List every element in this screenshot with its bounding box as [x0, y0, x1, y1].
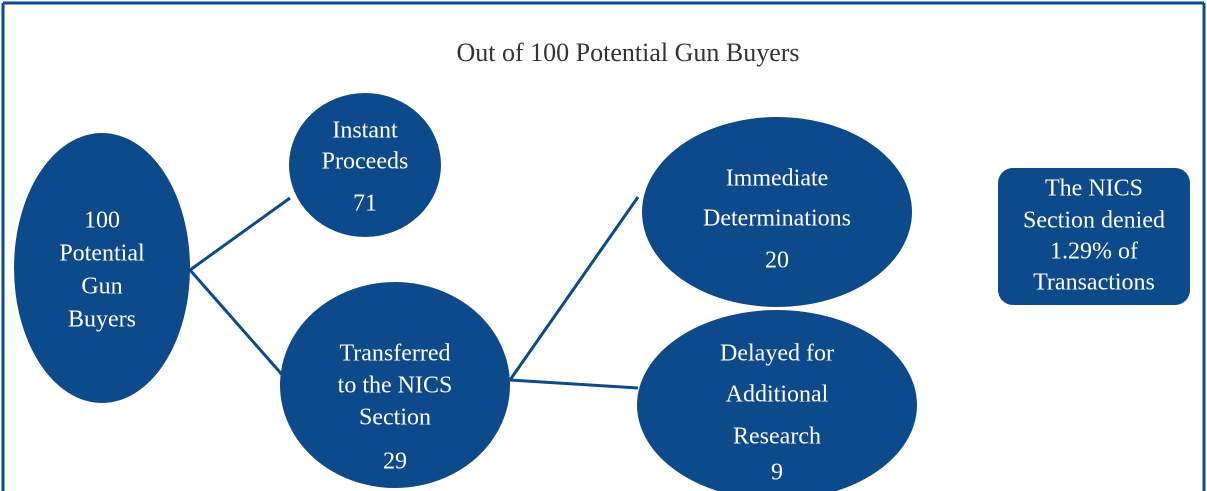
- node-text: Immediate: [726, 166, 829, 192]
- node-text: to the NICS: [338, 373, 453, 399]
- node: [14, 133, 190, 403]
- node-value: 71: [353, 191, 377, 217]
- node: [289, 93, 441, 237]
- connector: [509, 378, 639, 390]
- title: Out of 100 Potential Gun Buyers: [456, 38, 799, 67]
- node: [637, 310, 917, 491]
- note-text: 1.29% of: [1050, 239, 1138, 265]
- node-text: 100: [84, 208, 120, 234]
- note-text: The NICS: [1045, 176, 1143, 202]
- node-text: Transferred: [339, 341, 450, 367]
- note-box: [998, 168, 1190, 305]
- node-text: Proceeds: [322, 149, 409, 175]
- note-text: Section denied: [1023, 208, 1165, 234]
- node-text: Section: [359, 405, 431, 431]
- node-text: Instant: [332, 118, 398, 144]
- node-text: Research: [733, 424, 821, 450]
- connector: [189, 196, 291, 272]
- node-value: 20: [765, 248, 789, 274]
- node-value: 9: [771, 460, 783, 486]
- node-text: Gun: [81, 274, 122, 300]
- node: [280, 282, 510, 488]
- node-text: Buyers: [68, 307, 136, 333]
- node-text: Additional: [726, 382, 829, 408]
- node: [642, 117, 912, 307]
- node-text: Delayed for: [720, 341, 834, 367]
- note-text: Transactions: [1033, 270, 1155, 296]
- node-text: Potential: [59, 241, 145, 267]
- node-text: Determinations: [703, 206, 851, 232]
- connector: [508, 196, 640, 381]
- connector: [188, 269, 287, 379]
- node-value: 29: [383, 449, 407, 475]
